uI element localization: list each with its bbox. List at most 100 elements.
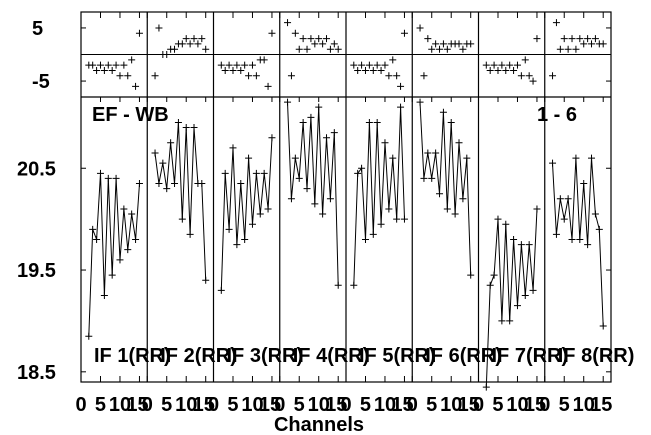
amplitude-point (155, 180, 163, 188)
amplitude-point (447, 118, 455, 126)
amplitude-point (186, 230, 194, 238)
amplitude-point (284, 98, 292, 106)
residual-point (182, 35, 190, 43)
residual-point (517, 72, 525, 80)
amplitude-point (225, 225, 233, 233)
amplitude-point (248, 220, 256, 228)
amplitude-point (369, 230, 377, 238)
amplitude-point (568, 236, 576, 243)
amplitude-point (443, 205, 451, 213)
amplitude-point (549, 159, 557, 167)
residual-point (194, 40, 202, 48)
amplitude-point (529, 286, 537, 294)
residual-point (315, 35, 323, 43)
amplitude-point (580, 180, 588, 188)
amplitude-point (521, 291, 529, 299)
residual-point (502, 66, 510, 74)
amplitude-point (599, 322, 607, 330)
amplitude-point (229, 144, 237, 152)
amplitude-point (326, 195, 334, 203)
amplitude-point (595, 225, 603, 233)
residual-point (591, 35, 599, 43)
amplitude-point (459, 195, 467, 203)
residual-point (135, 29, 143, 37)
residual-point (104, 61, 112, 69)
amplitude-point (361, 236, 369, 243)
residual-point (264, 82, 272, 90)
residual-point (311, 40, 319, 48)
x-axis-label: Channels (274, 414, 364, 435)
amplitude-point (128, 210, 136, 218)
amplitude-point (108, 271, 116, 279)
residual-point (533, 35, 541, 43)
x-tick-label: 0 (539, 394, 550, 416)
x-tick-label: 0 (142, 394, 153, 416)
residual-point (424, 35, 432, 43)
residual-point (455, 40, 463, 48)
residual-point (299, 35, 307, 43)
amplitude-point (560, 215, 568, 223)
x-tick-label: 5 (294, 394, 305, 416)
amplitude-point (486, 281, 494, 289)
amplitude-point (334, 281, 342, 289)
residual-point (190, 35, 198, 43)
amplitude-point (100, 291, 108, 299)
amplitude-point (159, 159, 167, 167)
y-tick-label-top: -5 (32, 71, 50, 93)
amplitude-point (93, 236, 101, 243)
x-tick-label: 5 (492, 394, 503, 416)
residual-point (572, 45, 580, 53)
if-label: IF 7(RR) (492, 345, 569, 367)
residual-point (120, 61, 128, 69)
residual-point (416, 24, 424, 32)
residual-point (584, 35, 592, 43)
residual-point (521, 56, 529, 64)
if-label: IF 5(RR) (359, 345, 436, 367)
residual-point (334, 45, 342, 53)
x-tick-label: 15 (193, 394, 215, 416)
residual-point (229, 66, 237, 74)
x-tick-label: 15 (259, 394, 281, 416)
amplitude-line (287, 102, 339, 286)
residual-point (443, 45, 451, 53)
residual-point (560, 35, 568, 43)
amplitude-point (151, 149, 159, 157)
residual-point (108, 66, 116, 74)
series-layer: IF 1(RR)IF 2(RR)IF 3(RR)IF 4(RR)IF 5(RR)… (85, 19, 634, 391)
amplitude-point (455, 139, 463, 147)
residual-point (323, 35, 331, 43)
amplitude-point (584, 241, 592, 249)
residual-point (303, 45, 311, 53)
residual-point (89, 61, 97, 69)
amplitude-point (307, 113, 315, 121)
amplitude-point (221, 169, 229, 177)
amplitude-point (330, 129, 338, 137)
amplitude-point (525, 241, 533, 249)
amplitude-point (163, 185, 171, 193)
amplitude-point (237, 180, 245, 188)
amplitude-point (245, 154, 253, 162)
amplitude-point (260, 169, 268, 177)
amplitude-point (287, 195, 295, 203)
amplitude-point (389, 154, 397, 162)
amplitude-point (135, 180, 143, 188)
amplitude-point (264, 205, 272, 213)
y-tick-label-main: 19.5 (17, 260, 56, 282)
residual-point (428, 45, 436, 53)
if-label: IF 1(RR) (94, 345, 171, 367)
residual-point (552, 19, 560, 27)
residual-point (307, 35, 315, 43)
amplitude-point (96, 169, 104, 177)
amplitude-point (303, 185, 311, 193)
amplitude-point (381, 139, 389, 147)
amplitude-point (104, 174, 112, 182)
amplitude-point (467, 271, 475, 279)
amplitude-point (124, 246, 132, 254)
amplitude-point (373, 118, 381, 126)
amplitude-point (451, 210, 459, 218)
residual-point (361, 66, 369, 74)
residual-point (373, 61, 381, 69)
residual-point (248, 61, 256, 69)
amplitude-point (552, 230, 560, 238)
